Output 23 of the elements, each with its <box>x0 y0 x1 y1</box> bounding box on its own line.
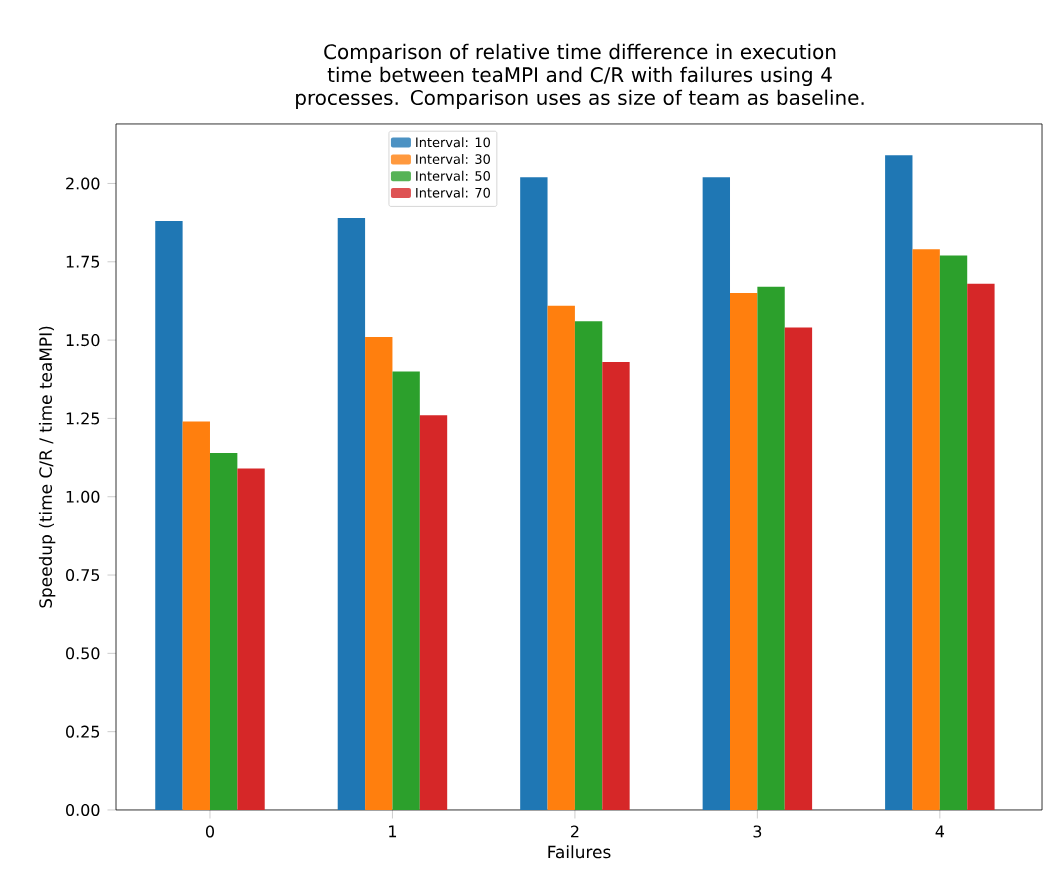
bar <box>574 321 603 810</box>
bar <box>209 452 238 810</box>
y-axis-title: Speedup (time C/R / time teaMPI) <box>38 326 56 608</box>
bar <box>757 286 785 810</box>
bar <box>365 336 393 810</box>
bar <box>419 415 448 810</box>
bar <box>182 421 210 810</box>
bar <box>602 362 630 810</box>
bar <box>702 177 731 810</box>
bar <box>337 217 366 810</box>
chart-title: Comparison of relative time difference in execution time between teaMPI and C/R with failures using 4 processes. Comparison uses as size of team as baseline. <box>296 43 864 109</box>
bar <box>912 249 940 810</box>
bar <box>155 221 183 810</box>
bar <box>547 305 575 810</box>
bar <box>885 155 913 810</box>
bar <box>939 255 968 810</box>
x-axis-title: Failures <box>548 845 611 859</box>
bar <box>237 468 265 810</box>
bar <box>784 327 813 810</box>
bar <box>967 283 995 810</box>
bar <box>520 177 548 810</box>
bar <box>392 371 420 810</box>
bar <box>730 293 758 810</box>
